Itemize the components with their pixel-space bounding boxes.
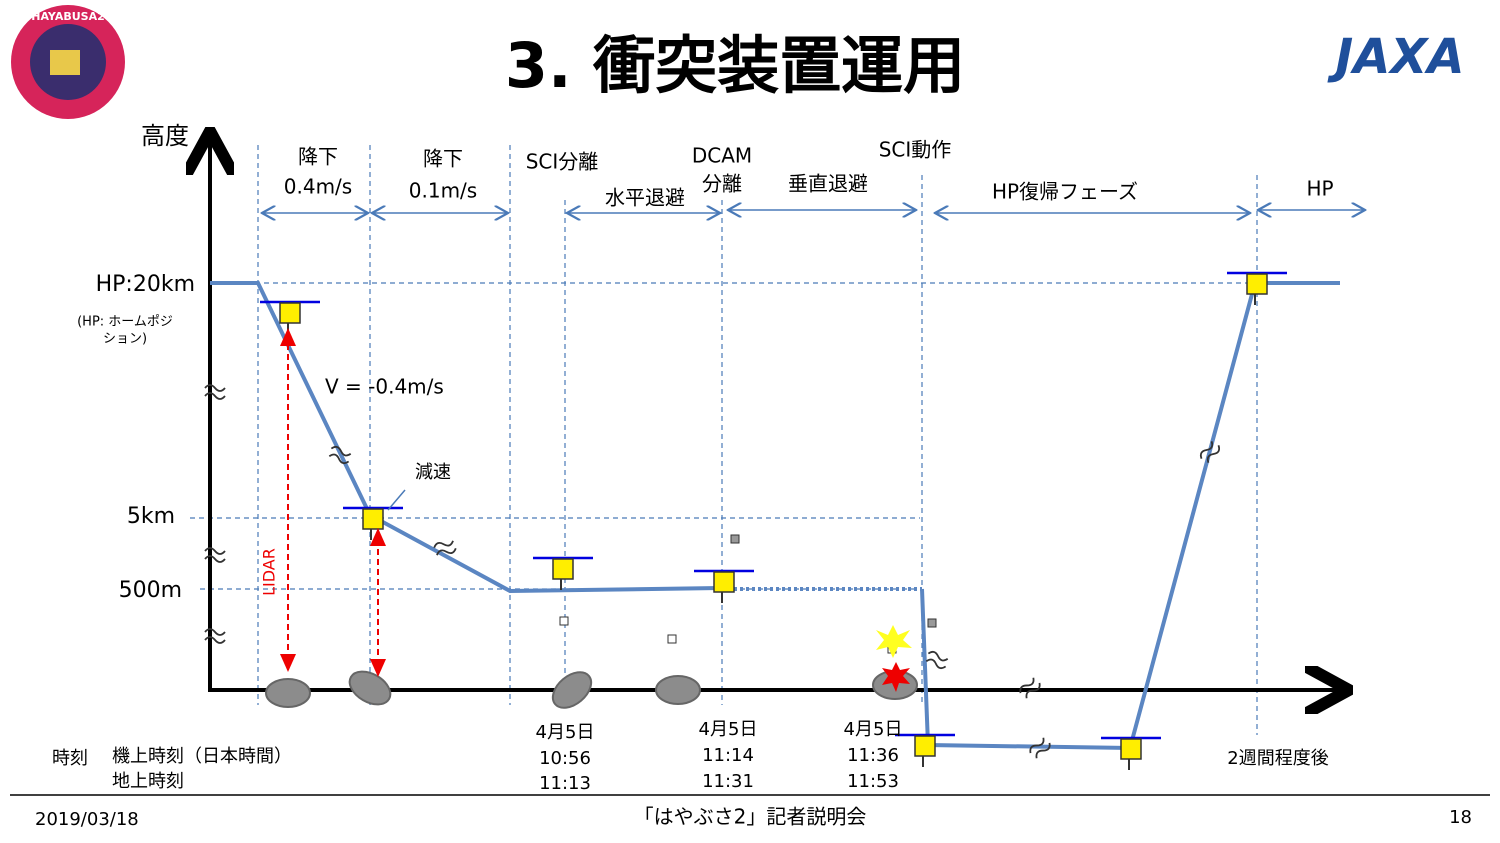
phase-label: 0.4m/s — [284, 175, 352, 199]
slide-title: 3. 衝突装置運用 — [505, 29, 965, 102]
level-note: (HP: ホームポジ — [77, 315, 173, 330]
footer-date: 2019/03/18 — [35, 809, 139, 830]
spacecraft — [258, 271, 1289, 772]
phase-label: 水平退避 — [605, 186, 685, 210]
time-label: 時刻 — [52, 748, 88, 769]
event-time: 10:56 — [539, 748, 591, 769]
level-note: ション) — [103, 332, 147, 347]
phase-label: 降下 — [423, 147, 463, 171]
phase-label: HP — [1306, 177, 1333, 201]
callout — [387, 489, 406, 511]
axes — [208, 135, 1345, 692]
phase-label: 降下 — [298, 145, 338, 169]
phase-label: SCI動作 — [879, 138, 952, 162]
phase-label: HP復帰フェーズ — [992, 180, 1138, 204]
y-axis-label: 高度 — [141, 122, 189, 150]
phase-label: 0.1m/s — [409, 179, 477, 203]
phase-label: DCAM — [692, 144, 752, 168]
phase-label: 垂直退避 — [788, 172, 868, 196]
level-label: HP:20km — [96, 272, 195, 297]
phase-label: SCI分離 — [526, 150, 599, 174]
mission-logo: HAYABUSA2 — [11, 5, 125, 119]
event-time: 11:36 — [847, 745, 899, 766]
event-date: 4月5日 — [844, 719, 903, 740]
timeline: 時刻 機上時刻（日本時間） 地上時刻 4月5日 10:56 11:13 4月5日… — [52, 719, 1329, 794]
event-date: 4月5日 — [699, 719, 758, 740]
page-number: 18 — [1449, 807, 1472, 828]
level-label: 500m — [119, 578, 182, 603]
event-time: 11:53 — [847, 771, 899, 792]
mission-logo-text: HAYABUSA2 — [31, 10, 105, 23]
annotation: LIDAR — [260, 548, 279, 596]
phase-label: 分離 — [702, 172, 742, 196]
event-time: 11:13 — [539, 773, 591, 794]
level-label: 5km — [127, 504, 175, 529]
event-date: 2週間程度後 — [1227, 748, 1328, 769]
time-label: 機上時刻（日本時間） — [112, 746, 292, 767]
agency-logo: JAXA — [1327, 29, 1464, 85]
guides — [190, 145, 1365, 735]
event-time: 11:14 — [702, 745, 754, 766]
break-marks — [204, 384, 1222, 762]
time-label: 地上時刻 — [112, 771, 184, 792]
footer-event: 「はやぶさ2」記者説明会 — [634, 805, 867, 829]
annotation: 減速 — [415, 462, 451, 483]
event-time: 11:31 — [702, 771, 754, 792]
event-date: 4月5日 — [536, 722, 595, 743]
labels: 高度 HP:20km (HP: ホームポジ ション) 5km 500m 降下 0… — [77, 122, 1333, 603]
annotation: V = -0.4m/s — [325, 375, 444, 399]
